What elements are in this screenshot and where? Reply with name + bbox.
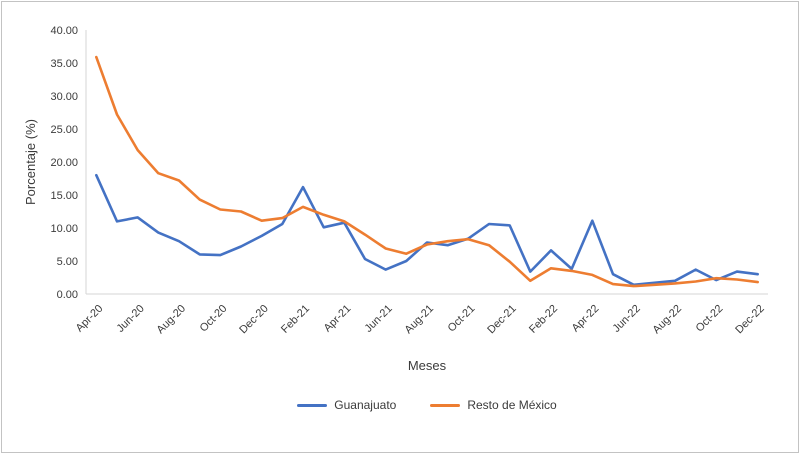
x-tick-label: Apr-20 (74, 303, 106, 335)
y-tick-label: 20.00 (50, 157, 78, 169)
legend-item-guanajuato: Guanajuato (297, 398, 396, 412)
y-tick-label: 0.00 (57, 289, 78, 301)
y-tick-label: 15.00 (50, 190, 78, 202)
y-axis-title: Porcentaje (%) (23, 119, 38, 205)
y-tick-label: 30.00 (50, 91, 78, 103)
x-tick-label: Aug-22 (651, 303, 685, 337)
x-tick-label: Oct-22 (694, 303, 726, 335)
legend-line-swatch-guanajuato (297, 403, 328, 407)
x-tick-label: Jun-21 (363, 303, 395, 335)
x-tick-label: Apr-22 (570, 303, 602, 335)
x-tick-label: Feb-21 (279, 303, 312, 336)
x-tick-label: Aug-21 (403, 303, 437, 337)
x-tick-label: Oct-21 (446, 303, 478, 335)
chart-legend: Guanajuato Resto de México (54, 398, 800, 412)
x-tick-label: Aug-20 (155, 303, 189, 337)
x-tick-label: Apr-21 (322, 303, 354, 335)
x-axis-title: Meses (407, 358, 447, 373)
y-tick-label: 10.00 (50, 223, 78, 235)
x-tick-label: Dec-20 (237, 303, 271, 337)
legend-label-guanajuato: Guanajuato (334, 398, 397, 412)
x-tick-label: Jun-22 (611, 303, 643, 335)
y-tick-label: 35.00 (50, 58, 78, 70)
x-tick-label: Oct-20 (198, 303, 230, 335)
y-tick-label: 5.00 (57, 256, 78, 268)
legend-label-resto-de-mexico: Resto de México (467, 398, 557, 412)
x-tick-label: Jun-20 (115, 303, 147, 335)
series-line-resto-de-mexico (95, 55, 760, 288)
line-chart-plot-area: 0.00 5.00 10.00 15.00 20.00 25.00 30.00 35.00 40… (50, 25, 768, 337)
legend-item-resto-de-mexico: Resto de México (430, 398, 557, 412)
y-tick-label: 25.00 (50, 124, 78, 136)
series-line-guanajuato (95, 173, 760, 287)
x-tick-label: Dec-21 (485, 303, 519, 337)
x-tick-label: Feb-22 (527, 303, 560, 336)
legend-line-swatch-resto-de-mexico (430, 403, 461, 407)
x-tick-label: Dec-22 (733, 303, 767, 337)
y-tick-label: 40.00 (50, 25, 78, 37)
